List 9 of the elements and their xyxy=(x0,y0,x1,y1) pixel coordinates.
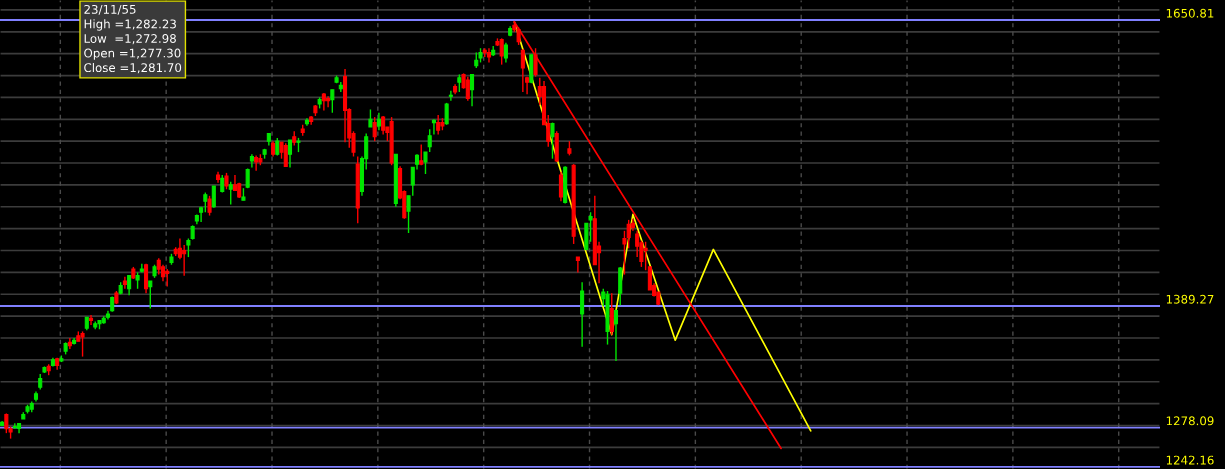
y-tick-label: 1389.27 xyxy=(1166,294,1214,304)
y-tick-label: 1650.81 xyxy=(1166,8,1214,18)
annotation: Close =1,281.70 xyxy=(84,62,182,74)
annotation: Low =1,272.98 xyxy=(84,34,176,45)
annotation: 23/11/55 xyxy=(84,4,136,15)
annotation: Open =1,277.30 xyxy=(84,48,181,60)
y-tick-label: 1242.16 xyxy=(1166,455,1214,465)
y-tick-label: 1278.09 xyxy=(1166,416,1214,426)
annotation: High =1,282.23 xyxy=(84,19,176,31)
